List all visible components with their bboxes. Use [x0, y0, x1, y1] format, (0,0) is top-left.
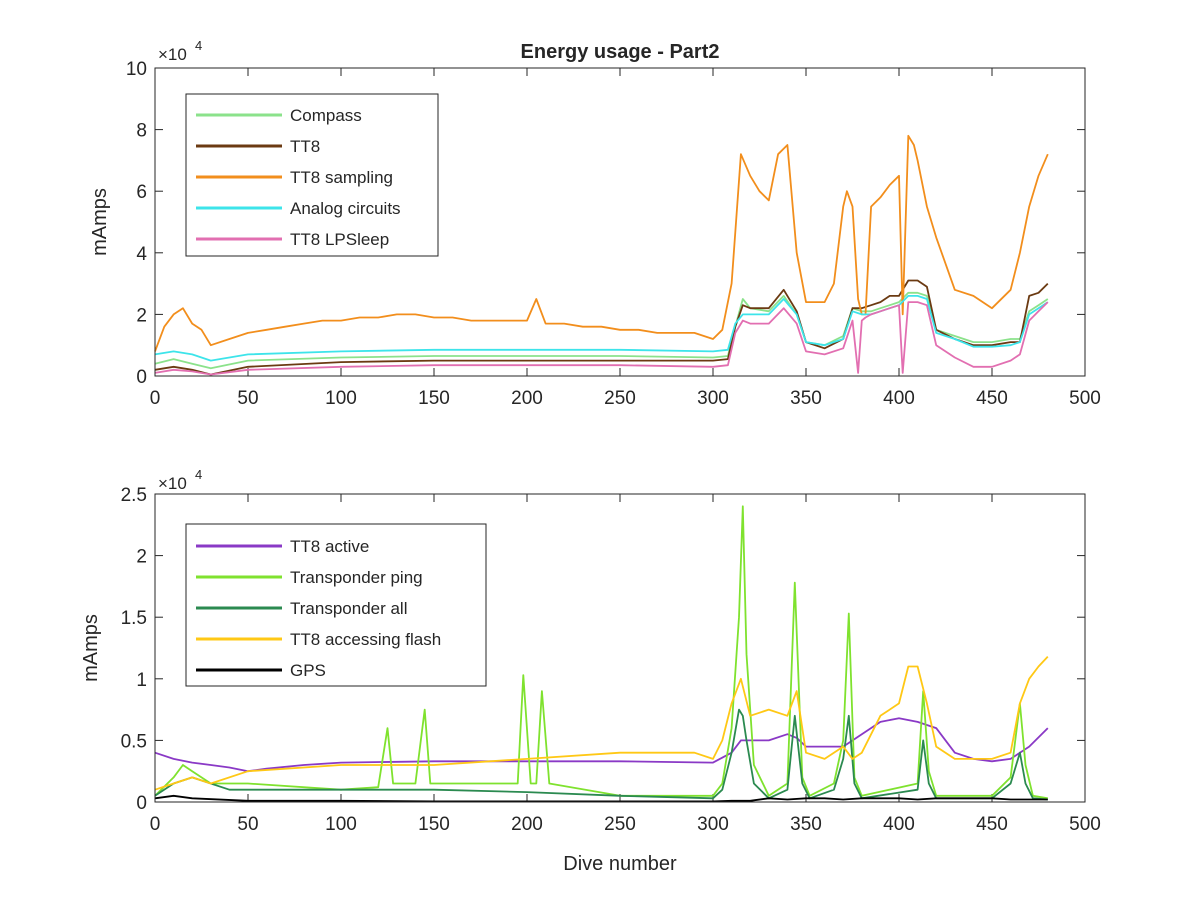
bottom-legend-label: Transponder all: [290, 599, 408, 618]
top-y-tick-label: 2: [136, 305, 147, 326]
top-x-tick-label: 100: [325, 388, 357, 409]
bottom-series-line-tt8-accessing-flash: [154, 655, 1049, 791]
bottom-x-tick-label: 300: [697, 814, 729, 835]
bottom-series-line-transponder-ping: [154, 505, 1048, 800]
top-x-tick-label: 50: [237, 388, 258, 409]
bottom-series-lines: [154, 505, 1049, 803]
top-series-line-compass: [154, 291, 1049, 370]
top-y-tick-label: 10: [126, 59, 147, 80]
bottom-y-tick-label: 1.5: [121, 608, 147, 629]
bottom-x-axis-title: Dive number: [563, 853, 677, 875]
bottom-x-tick-label: 50: [237, 814, 258, 835]
bottom-legend-entries: TT8 active Transponder ping Transponder al…: [196, 537, 441, 680]
top-legend-label: Compass: [290, 106, 362, 125]
top-y-exponent: ×10 4: [158, 38, 202, 64]
top-legend-label: TT8: [290, 137, 320, 156]
top-series-line-tt8-lpsleep: [154, 301, 1049, 376]
bottom-plot-frame: [154, 493, 1086, 803]
top-x-tick-label: 400: [883, 388, 915, 409]
bottom-legend-label: TT8 accessing flash: [290, 630, 441, 649]
top-y-tick-label: 8: [136, 121, 147, 142]
top-y-tick-label: 4: [136, 244, 147, 265]
top-x-tick-label: 500: [1069, 388, 1101, 409]
bottom-y-tick-label: 1: [136, 670, 147, 691]
top-y-tick-label: 6: [136, 182, 147, 203]
bottom-legend: TT8 active Transponder ping Transponder al…: [185, 523, 487, 687]
bottom-x-tick-label: 250: [604, 814, 636, 835]
top-x-tick-label: 0: [150, 388, 161, 409]
top-x-tick-label: 300: [697, 388, 729, 409]
top-x-tick-label: 150: [418, 388, 450, 409]
bottom-ticks: 0 50 100 150 200 250 300 350 400 450 500 0 0.5 1 1.5 2 2…: [121, 485, 1101, 835]
bottom-x-tick-label: 400: [883, 814, 915, 835]
bottom-legend-label: Transponder ping: [290, 568, 423, 587]
top-legend-label: Analog circuits: [290, 199, 401, 218]
top-series-lines: [154, 134, 1049, 376]
top-x-tick-label: 200: [511, 388, 543, 409]
bottom-legend-label: TT8 active: [290, 537, 369, 556]
bottom-y-axis-title: mAmps: [80, 614, 102, 682]
top-ticks: 0 50 100 150 200 250 300 350 400 450 500 0 2 4 6 8 10: [126, 59, 1101, 409]
bottom-y-exponent-base: ×10: [158, 474, 187, 493]
bottom-legend-label: GPS: [290, 661, 326, 680]
bottom-x-tick-label: 150: [418, 814, 450, 835]
top-y-exponent-base: ×10: [158, 45, 187, 64]
top-series-line-analog-circuits: [154, 294, 1049, 362]
top-legend: Compass TT8 TT8 sampling Analog circuits TT8…: [185, 93, 439, 257]
bottom-y-tick-label: 2.5: [121, 485, 147, 506]
bottom-series-line-gps: [154, 794, 1048, 803]
top-y-tick-label: 0: [136, 367, 147, 388]
bottom-x-tick-label: 200: [511, 814, 543, 835]
bottom-y-exponent-power: 4: [195, 467, 202, 482]
bottom-legend-box: [185, 523, 487, 687]
bottom-x-tick-label: 450: [976, 814, 1008, 835]
bottom-x-tick-label: 0: [150, 814, 161, 835]
bottom-chart: ×10 4 mAmps Dive number 0 50 100 150 200 250 3…: [80, 467, 1101, 875]
top-plot-frame: [154, 67, 1086, 377]
top-chart-title: Energy usage - Part2: [521, 41, 720, 63]
top-legend-box: [185, 93, 439, 257]
top-x-tick-label: 250: [604, 388, 636, 409]
top-x-tick-label: 350: [790, 388, 822, 409]
top-series-line-tt8-sampling: [154, 134, 1049, 352]
top-y-axis-title: mAmps: [89, 188, 111, 256]
top-legend-entries: Compass TT8 TT8 sampling Analog circuits TT8…: [196, 106, 401, 249]
top-chart: Energy usage - Part2 ×10 4 mAmps 0 50 100 1…: [89, 38, 1101, 409]
top-y-exponent-power: 4: [195, 38, 202, 53]
bottom-x-tick-label: 350: [790, 814, 822, 835]
bottom-y-tick-label: 0: [136, 793, 147, 814]
top-x-tick-label: 450: [976, 388, 1008, 409]
top-legend-label: TT8 sampling: [290, 168, 393, 187]
bottom-y-exponent: ×10 4: [158, 467, 202, 493]
top-legend-label: TT8 LPSleep: [290, 230, 389, 249]
top-series-line-tt8: [154, 279, 1049, 376]
bottom-x-tick-label: 500: [1069, 814, 1101, 835]
bottom-x-tick-label: 100: [325, 814, 357, 835]
bottom-y-tick-label: 2: [136, 547, 147, 568]
bottom-y-tick-label: 0.5: [121, 731, 147, 752]
